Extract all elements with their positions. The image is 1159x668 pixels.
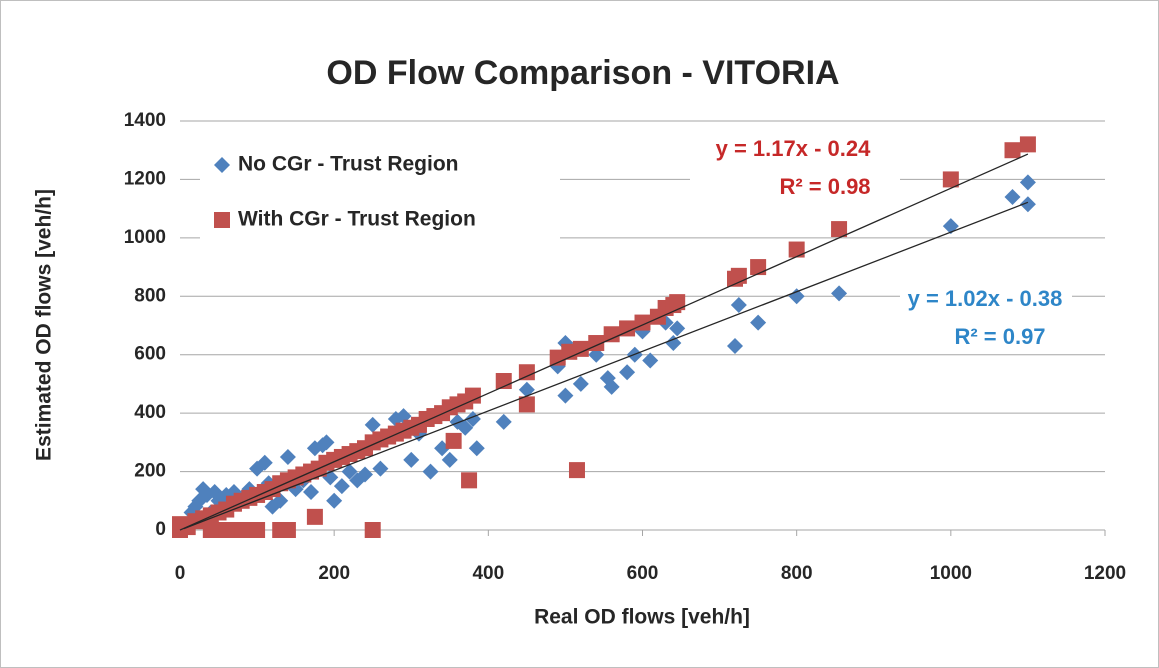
point <box>669 294 686 311</box>
point <box>750 314 767 331</box>
trendline-r2: R² = 0.97 <box>954 324 1045 349</box>
point <box>942 171 959 188</box>
point <box>306 508 323 525</box>
point <box>1019 174 1036 191</box>
point <box>249 522 266 538</box>
point <box>1004 188 1021 205</box>
chart-title: OD Flow Comparison - VITORIA <box>326 54 839 92</box>
x-tick-label: 600 <box>627 563 659 584</box>
point <box>279 522 296 538</box>
point <box>372 460 389 477</box>
y-tick-label: 800 <box>134 285 166 306</box>
y-tick-label: 400 <box>134 402 166 423</box>
point <box>422 463 439 480</box>
point <box>1004 142 1021 159</box>
point <box>461 472 478 489</box>
annotations: y = 1.02x - 0.38 R² = 0.97 y = 1.17x - 0.2… <box>716 136 1063 349</box>
point <box>333 478 350 495</box>
point <box>572 340 589 357</box>
point <box>788 241 805 258</box>
x-tick-label: 1200 <box>1084 563 1126 584</box>
point <box>642 352 659 369</box>
point <box>518 364 535 381</box>
y-tick-label: 1400 <box>124 110 166 131</box>
x-tick-label: 800 <box>781 563 813 584</box>
trendline <box>179 153 1029 531</box>
legend: No CGr - Trust Region With CGr - Trust Re… <box>214 153 476 231</box>
point <box>603 378 620 395</box>
point <box>357 466 373 483</box>
point <box>669 320 686 337</box>
point <box>279 448 296 465</box>
y-tick-label: 200 <box>134 461 166 482</box>
point <box>831 221 848 238</box>
point <box>303 484 320 501</box>
annotation-background <box>900 282 1072 354</box>
point <box>727 337 743 354</box>
point <box>730 297 747 314</box>
series <box>172 136 1036 538</box>
point <box>1019 136 1036 153</box>
point <box>603 326 620 343</box>
legend-marker <box>214 212 230 228</box>
legend-background <box>200 142 560 242</box>
point <box>468 440 485 457</box>
point <box>619 320 636 337</box>
legend-label: No CGr - Trust Region <box>238 153 459 176</box>
point <box>441 451 458 468</box>
plot-area: 0 200 400 600 800 1000 1200 1400 0 200 400 600 800 10… <box>124 110 1126 584</box>
point <box>572 375 589 392</box>
legend-marker <box>214 157 230 173</box>
trendline <box>183 201 1029 530</box>
point <box>445 432 462 449</box>
x-tick-label: 0 <box>175 563 186 584</box>
point <box>1019 196 1036 213</box>
point <box>256 454 273 471</box>
point <box>518 396 535 413</box>
trendline-equation: y = 1.02x - 0.38 <box>908 286 1063 311</box>
x-tick-label: 200 <box>318 563 350 584</box>
y-tick-label: 1200 <box>124 168 166 189</box>
point <box>364 416 381 433</box>
point <box>495 413 512 430</box>
legend-label: With CGr - Trust Region <box>238 208 476 231</box>
x-tick-label: 1000 <box>930 563 972 584</box>
point <box>557 387 574 404</box>
point <box>464 387 481 404</box>
x-axis-label: Real OD flows [veh/h] <box>534 606 750 629</box>
point <box>831 285 848 302</box>
y-axis-label: Estimated OD flows [veh/h] <box>33 189 56 461</box>
point <box>326 492 343 509</box>
y-tick-label: 0 <box>155 519 166 540</box>
point <box>202 522 219 538</box>
x-tick-label: 400 <box>472 563 504 584</box>
point <box>665 335 682 352</box>
point <box>318 434 335 451</box>
trendline-equation: y = 1.17x - 0.24 <box>716 136 871 161</box>
annotation-background <box>690 132 900 204</box>
y-tick-label: 1000 <box>124 227 166 248</box>
y-tick-label: 600 <box>134 344 166 365</box>
point <box>364 522 381 538</box>
point <box>619 364 636 381</box>
point <box>457 419 474 436</box>
point <box>218 522 235 538</box>
point <box>403 451 420 468</box>
point <box>730 267 747 284</box>
point <box>788 288 805 305</box>
point <box>341 463 358 480</box>
trendline-r2: R² = 0.98 <box>779 174 870 199</box>
point <box>233 522 250 538</box>
point <box>518 381 535 398</box>
point <box>750 259 767 276</box>
point <box>568 462 585 479</box>
